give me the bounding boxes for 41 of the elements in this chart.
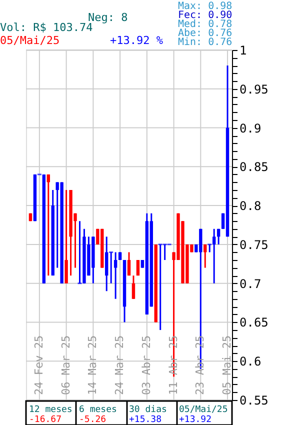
text: 30 dias xyxy=(129,405,167,415)
candlestick xyxy=(78,220,82,284)
y-tick-label: 0.6 xyxy=(240,354,262,369)
text: +15.38 xyxy=(129,415,162,425)
text: 12 meses xyxy=(29,405,72,415)
text: +13.92 % xyxy=(110,34,164,47)
x-tick-label: 03 Abr 25 xyxy=(140,335,153,395)
x-tick-label: 06 Mar 25 xyxy=(59,335,72,395)
x-tick-label: 23 Abr 25 xyxy=(194,335,207,395)
x-tick-label: 11 Abr 25 xyxy=(166,335,180,395)
candlestick xyxy=(127,251,131,276)
text: Neg: 8 xyxy=(88,11,128,24)
text: -16.67 xyxy=(29,415,62,425)
text: Max: 0.98 xyxy=(178,1,232,12)
x-tick-label: 24 Mar 25 xyxy=(113,335,126,395)
text: 05/Mai/25 xyxy=(179,405,228,415)
y-tick-label: 1 xyxy=(240,44,247,58)
y-tick-label: 0.85 xyxy=(240,160,268,174)
candlestick xyxy=(132,274,136,300)
y-tick-label: 0.8 xyxy=(240,199,262,214)
candlestick xyxy=(216,228,220,246)
candlestick xyxy=(46,174,50,276)
y-tick-label: 0.55 xyxy=(240,394,268,408)
text: Vol: R$ 103.74 xyxy=(0,21,94,34)
text: 6 meses xyxy=(79,405,117,415)
y-tick-label: 0.75 xyxy=(240,238,268,252)
candlestick xyxy=(204,244,207,269)
text: 05/Mai/25 xyxy=(0,34,60,47)
y-tick-label: 0.65 xyxy=(240,316,268,330)
y-tick-label: 0.7 xyxy=(240,276,262,291)
candlestick xyxy=(136,259,140,276)
x-tick-label: 05 Mai 25 xyxy=(220,335,234,395)
y-tick-label: 0.95 xyxy=(240,82,268,96)
text: +13.92 xyxy=(179,415,212,425)
y-tick-label: 0.9 xyxy=(240,121,262,136)
candlestick xyxy=(114,251,118,300)
text: Min: 0.76 xyxy=(178,37,232,48)
x-tick-label: 24 Fev 25 xyxy=(32,335,46,395)
text: -5.26 xyxy=(79,415,106,425)
candlestick xyxy=(64,189,68,284)
x-tick-label: 14 Mar 25 xyxy=(86,335,100,395)
